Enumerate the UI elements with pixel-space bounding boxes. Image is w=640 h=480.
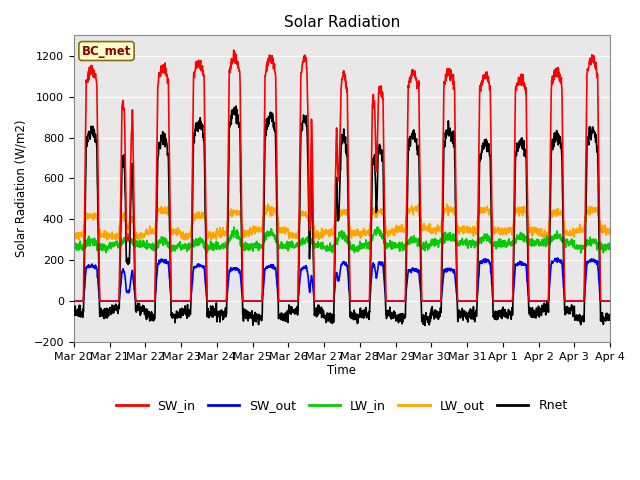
Rnet [559, 228, 567, 233]
SW_in [358, 298, 365, 304]
LW_in [369, 232, 377, 238]
Y-axis label: Solar Radiation (W/m2): Solar Radiation (W/m2) [15, 120, 28, 257]
Line: LW_out: LW_out [74, 204, 610, 240]
Line: LW_in: LW_in [74, 227, 610, 253]
SW_in [498, 298, 506, 304]
Rnet [220, 313, 227, 319]
Rnet [358, 311, 365, 317]
LW_out [70, 230, 77, 236]
LW_in [220, 246, 227, 252]
Rnet [369, 155, 377, 161]
SW_out [554, 255, 561, 261]
SW_out [220, 298, 227, 304]
SW_in [220, 298, 227, 304]
SW_in [369, 99, 377, 105]
Text: BC_met: BC_met [82, 45, 131, 58]
LW_in [606, 246, 614, 252]
Rnet [70, 311, 77, 316]
Rnet [421, 323, 429, 328]
LW_in [574, 244, 582, 250]
LW_out [369, 211, 377, 217]
LW_out [606, 227, 614, 233]
Rnet [232, 103, 240, 109]
LW_in [358, 242, 365, 248]
LW_out [358, 229, 365, 235]
LW_out [498, 225, 506, 231]
LW_in [577, 250, 584, 256]
SW_in [230, 47, 237, 53]
SW_out [559, 274, 566, 280]
SW_in [70, 298, 77, 304]
Rnet [574, 314, 582, 320]
Legend: SW_in, SW_out, LW_in, LW_out, Rnet: SW_in, SW_out, LW_in, LW_out, Rnet [111, 394, 573, 417]
X-axis label: Time: Time [328, 364, 356, 377]
SW_out [369, 263, 377, 269]
Line: SW_in: SW_in [74, 50, 610, 301]
SW_in [559, 162, 566, 168]
LW_out [574, 230, 582, 236]
Line: SW_out: SW_out [74, 258, 610, 301]
Title: Solar Radiation: Solar Radiation [284, 15, 400, 30]
LW_out [220, 228, 227, 234]
Rnet [498, 316, 506, 322]
LW_out [76, 237, 83, 242]
SW_in [606, 298, 614, 304]
SW_in [574, 298, 582, 304]
Line: Rnet: Rnet [74, 106, 610, 325]
LW_out [444, 201, 451, 207]
LW_in [498, 239, 506, 245]
LW_in [70, 243, 77, 249]
LW_out [559, 215, 567, 220]
LW_in [230, 224, 238, 230]
Rnet [606, 317, 614, 323]
SW_out [498, 298, 506, 304]
SW_out [357, 298, 365, 304]
SW_out [70, 298, 77, 304]
LW_in [559, 238, 566, 244]
SW_out [574, 298, 582, 304]
SW_out [606, 298, 614, 304]
